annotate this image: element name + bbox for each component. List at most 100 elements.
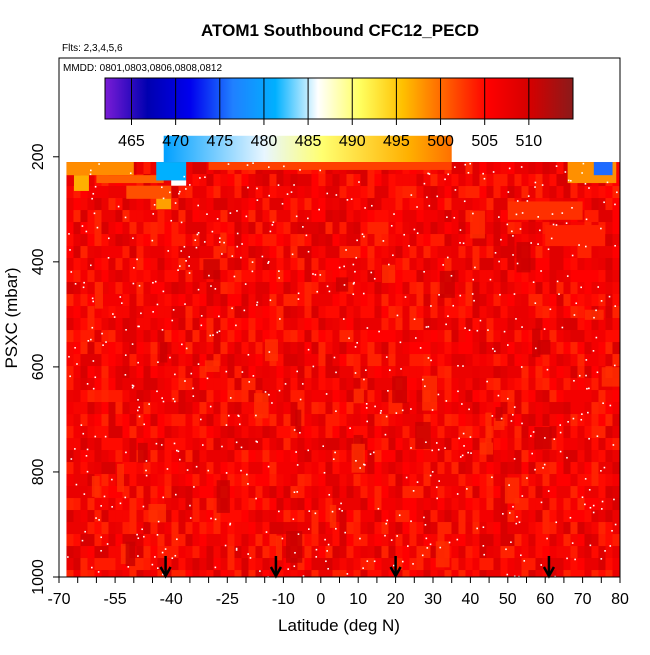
data-cell bbox=[227, 174, 235, 187]
data-cell bbox=[570, 330, 578, 343]
data-cell bbox=[451, 462, 459, 475]
data-cell bbox=[465, 510, 473, 523]
sample-point bbox=[161, 397, 163, 399]
data-cell bbox=[234, 498, 242, 511]
data-cell bbox=[493, 462, 501, 475]
data-cell bbox=[101, 270, 109, 283]
data-cell bbox=[388, 498, 396, 511]
data-cell bbox=[360, 318, 368, 331]
data-cell bbox=[388, 402, 396, 415]
sample-point bbox=[299, 169, 301, 171]
sample-point bbox=[267, 262, 269, 264]
data-cell bbox=[101, 234, 109, 247]
sample-point bbox=[382, 240, 385, 242]
data-cell bbox=[339, 222, 347, 235]
data-cell bbox=[507, 546, 515, 559]
data-cell bbox=[150, 282, 158, 295]
data-cell bbox=[304, 342, 312, 355]
data-cell bbox=[276, 330, 284, 343]
sample-point bbox=[299, 398, 302, 401]
sample-point bbox=[593, 316, 595, 319]
sample-point bbox=[448, 541, 451, 544]
data-cell bbox=[395, 354, 403, 367]
data-cell bbox=[297, 330, 305, 343]
data-cell bbox=[262, 246, 270, 259]
sample-point bbox=[299, 431, 301, 434]
data-cell bbox=[388, 558, 396, 571]
data-cell bbox=[101, 246, 109, 259]
data-cell bbox=[451, 246, 459, 259]
data-cell bbox=[472, 294, 480, 307]
data-cell bbox=[199, 474, 207, 487]
data-cell bbox=[479, 462, 487, 475]
data-cell bbox=[332, 270, 340, 283]
data-cell bbox=[297, 450, 305, 463]
data-cell bbox=[570, 510, 578, 523]
data-cell bbox=[388, 474, 396, 487]
sample-point bbox=[331, 510, 334, 513]
sample-point bbox=[506, 573, 509, 576]
data-cell bbox=[136, 534, 144, 547]
data-cell bbox=[472, 486, 480, 499]
data-cell bbox=[241, 174, 249, 187]
data-cell bbox=[556, 330, 564, 343]
data-cell bbox=[276, 570, 284, 577]
data-cell bbox=[87, 270, 95, 283]
data-cell bbox=[185, 306, 193, 319]
data-cell bbox=[346, 366, 354, 379]
data-cell bbox=[549, 186, 557, 199]
data-cell bbox=[500, 270, 508, 283]
sample-point bbox=[410, 520, 412, 523]
data-cell bbox=[115, 570, 123, 577]
data-cell bbox=[241, 534, 249, 547]
data-cell bbox=[80, 234, 88, 247]
data-cell bbox=[430, 318, 438, 331]
sample-point bbox=[603, 466, 606, 469]
data-cell bbox=[612, 294, 620, 307]
sample-point bbox=[107, 257, 110, 259]
data-cell bbox=[164, 342, 172, 355]
data-cell bbox=[472, 270, 480, 283]
data-cell bbox=[185, 162, 193, 175]
data-cell bbox=[514, 294, 522, 307]
data-cell bbox=[150, 390, 158, 403]
data-cell bbox=[367, 474, 375, 487]
data-cell bbox=[206, 186, 214, 199]
sample-point bbox=[547, 248, 550, 251]
sample-point bbox=[174, 554, 177, 557]
data-cell bbox=[514, 558, 522, 571]
data-cell bbox=[514, 366, 522, 379]
data-cell bbox=[409, 318, 417, 331]
data-cell bbox=[584, 558, 592, 571]
data-cell bbox=[80, 390, 88, 403]
sample-point bbox=[502, 513, 504, 515]
data-cell bbox=[241, 378, 249, 391]
sample-point bbox=[588, 437, 590, 440]
flight-marker-arrow bbox=[542, 556, 556, 579]
data-cell bbox=[514, 390, 522, 403]
data-cell bbox=[276, 318, 284, 331]
data-cell bbox=[458, 294, 466, 307]
data-cell bbox=[451, 450, 459, 463]
data-cell bbox=[577, 534, 585, 547]
data-cell bbox=[297, 198, 305, 211]
data-cell bbox=[157, 306, 165, 319]
data-cell bbox=[458, 330, 466, 343]
data-cell bbox=[451, 186, 459, 199]
data-cell bbox=[227, 546, 235, 559]
data-cell bbox=[311, 270, 319, 283]
data-cell bbox=[479, 246, 487, 259]
data-cell bbox=[437, 426, 445, 439]
data-cell bbox=[416, 330, 424, 343]
data-cell bbox=[325, 498, 333, 511]
sample-point bbox=[612, 444, 615, 446]
data-cell bbox=[234, 450, 242, 463]
sample-point bbox=[595, 336, 598, 339]
data-cell bbox=[605, 186, 613, 199]
data-cell bbox=[269, 186, 277, 199]
data-cell bbox=[367, 438, 375, 451]
data-cell bbox=[171, 414, 179, 427]
data-cell bbox=[255, 450, 263, 463]
sample-point bbox=[384, 433, 387, 436]
data-cell bbox=[528, 294, 536, 307]
